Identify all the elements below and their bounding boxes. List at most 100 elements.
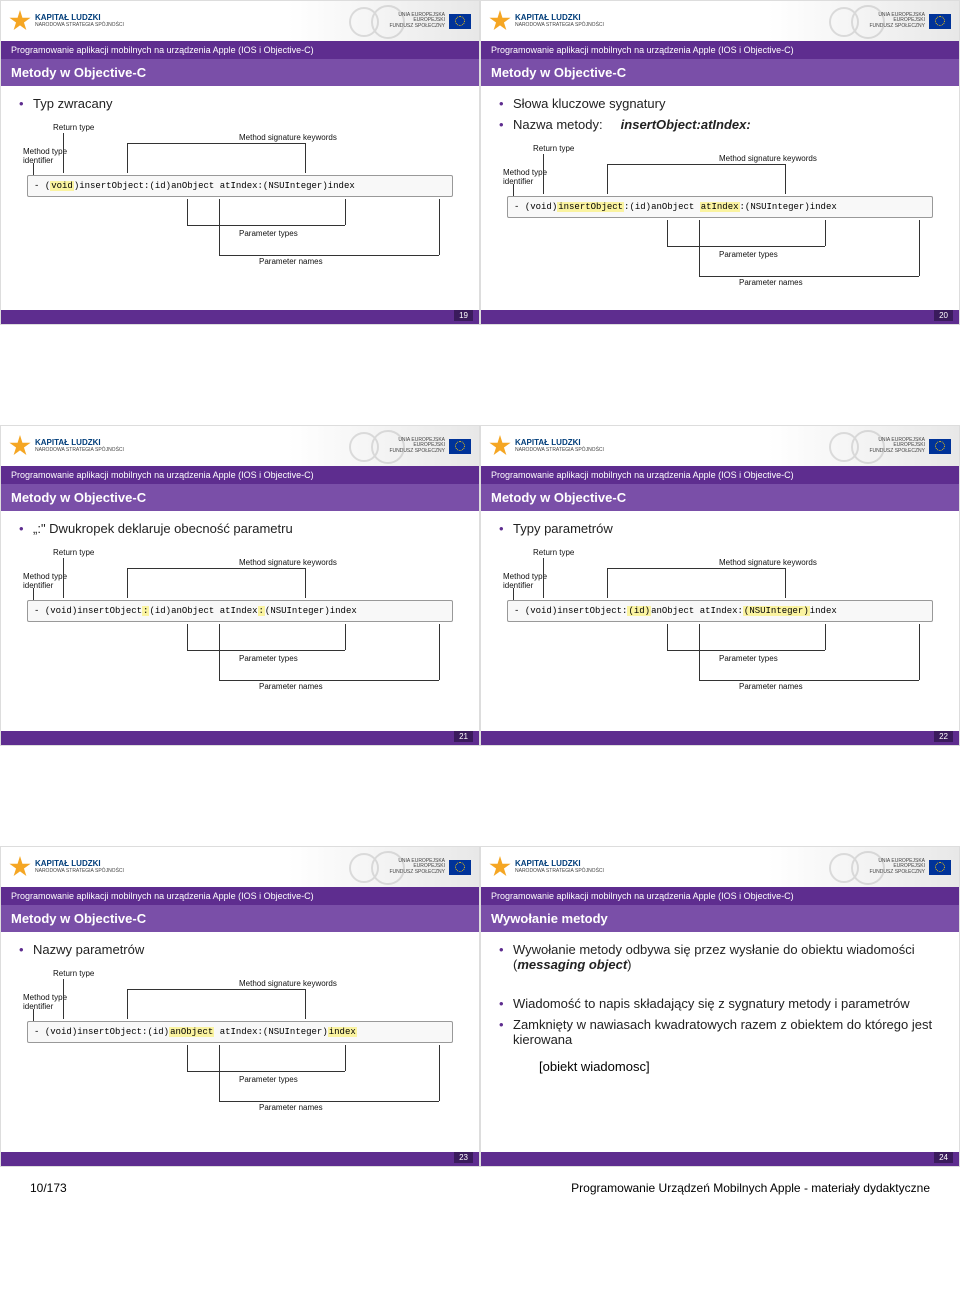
- course-bar: Programowanie aplikacji mobilnych na urz…: [481, 466, 959, 484]
- tok: anObject: [171, 606, 214, 616]
- label-parameter-names: Parameter names: [739, 682, 803, 691]
- connector-line: [345, 1045, 346, 1071]
- eu-flag-icon: [929, 14, 951, 29]
- connector-line: [127, 143, 128, 173]
- course-bar: Programowanie aplikacji mobilnych na urz…: [1, 41, 479, 59]
- slides-grid: KAPITAŁ LUDZKI NARODOWA STRATEGIA SPÓJNO…: [0, 0, 960, 1167]
- connector-line: [439, 199, 440, 255]
- tok: NSUInteger: [749, 606, 803, 616]
- tok: id: [155, 606, 166, 616]
- label-return-type: Return type: [53, 548, 94, 557]
- slide-body: Typy parametrów Return type Method type …: [481, 511, 959, 731]
- connector-line: [607, 164, 785, 165]
- eu-flag-icon: [449, 439, 471, 454]
- course-bar: Programowanie aplikacji mobilnych na urz…: [1, 466, 479, 484]
- connector-line: [187, 624, 188, 650]
- connector-line: [825, 220, 826, 246]
- tok: index: [330, 606, 357, 616]
- tok-minus: -: [34, 181, 45, 191]
- label-return-type: Return type: [533, 144, 574, 153]
- connector-line: [919, 624, 920, 680]
- tok-pt2: NSUInteger: [268, 181, 322, 191]
- method-diagram: Return type Method type identifier Metho…: [499, 140, 941, 300]
- method-diagram: Return type Method type identifier Metho…: [19, 544, 461, 704]
- section-title: Metody w Objective-C: [481, 484, 959, 511]
- tok: -: [34, 1027, 45, 1037]
- logo-kapital-ludzki: KAPITAŁ LUDZKI NARODOWA STRATEGIA SPÓJNO…: [489, 856, 604, 878]
- tok: NSUInteger: [750, 202, 804, 212]
- slide-number: 22: [934, 731, 953, 742]
- slide-header: KAPITAŁ LUDZKI NARODOWA STRATEGIA SPÓJNO…: [481, 426, 959, 466]
- tok: [694, 202, 699, 212]
- connector-line: [345, 199, 346, 225]
- bullet-message-signature: Wiadomość to napis składający się z sygn…: [499, 996, 941, 1011]
- slide-footer: 23: [1, 1152, 479, 1166]
- bullet-param-names: Nazwy parametrów: [19, 942, 461, 957]
- tok-pt1-hl: (id): [627, 606, 651, 616]
- tok-pn2: index: [328, 181, 355, 191]
- slide-footer: 19: [1, 310, 479, 324]
- tok-kw2: atIndex: [220, 181, 258, 191]
- connector-line: [187, 199, 188, 225]
- connector-line: [785, 164, 786, 194]
- slide-20: KAPITAŁ LUDZKI NARODOWA STRATEGIA SPÓJNO…: [480, 0, 960, 325]
- connector-line: [63, 979, 64, 1019]
- slide-number: 24: [934, 1152, 953, 1163]
- method-signature-box: - (void)insertObject:(id)anObject atInde…: [27, 600, 453, 622]
- tok: index: [810, 606, 837, 616]
- slide-header: KAPITAŁ LUDZKI NARODOWA STRATEGIA SPÓJNO…: [1, 847, 479, 887]
- bullet-messaging: Wywołanie metody odbywa się przez wysłan…: [499, 942, 941, 972]
- tok: id: [635, 202, 646, 212]
- label-method-signature-keywords: Method signature keywords: [239, 558, 337, 567]
- tok: ): [803, 606, 808, 616]
- connector-line: [699, 276, 919, 277]
- method-diagram: Return type Method type identifier Metho…: [499, 544, 941, 704]
- tok: void: [530, 606, 552, 616]
- connector-line: [219, 680, 439, 681]
- connector-line: [513, 588, 514, 600]
- label-return-type: Return type: [53, 969, 94, 978]
- slide-body: „:" Dwukropek deklaruje obecność paramet…: [1, 511, 479, 731]
- tok-kw1: insertObject: [79, 181, 144, 191]
- slide-header: KAPITAŁ LUDZKI NARODOWA STRATEGIA SPÓJNO…: [481, 847, 959, 887]
- label-method-type-identifier: Method type identifier: [23, 572, 73, 590]
- tok: void: [50, 1027, 72, 1037]
- star-icon: [9, 856, 31, 878]
- page: KAPITAŁ LUDZKI NARODOWA STRATEGIA SPÓJNO…: [0, 0, 960, 1205]
- connector-line: [63, 558, 64, 598]
- star-icon: [9, 435, 31, 457]
- tok: id: [153, 1027, 164, 1037]
- connector-line: [667, 650, 825, 651]
- tok: insertObject: [77, 1027, 142, 1037]
- tok: index: [810, 202, 837, 212]
- tok: insertObject: [77, 606, 142, 616]
- label-parameter-names: Parameter names: [739, 278, 803, 287]
- logo-title: KAPITAŁ LUDZKI: [35, 439, 124, 447]
- row-gap: [480, 325, 960, 425]
- slide-header: KAPITAŁ LUDZKI NARODOWA STRATEGIA SPÓJNO…: [481, 1, 959, 41]
- tok: ): [645, 606, 650, 616]
- tok: -: [34, 606, 45, 616]
- footer-title: Programowanie Urządzeń Mobilnych Apple -…: [571, 1181, 930, 1195]
- eu-flag-icon: [929, 860, 951, 875]
- method-name-label: Nazwa metody:: [513, 117, 603, 132]
- section-title: Metody w Objective-C: [1, 905, 479, 932]
- tok: anObject: [651, 606, 694, 616]
- method-signature-box: - (void)insertObject:(id)anObject atInde…: [507, 196, 933, 218]
- connector-line: [699, 220, 700, 276]
- slide-21: KAPITAŁ LUDZKI NARODOWA STRATEGIA SPÓJNO…: [0, 425, 480, 746]
- tok-pn1: anObject: [171, 181, 214, 191]
- star-icon: [489, 10, 511, 32]
- course-bar: Programowanie aplikacji mobilnych na urz…: [1, 887, 479, 905]
- tok-void-hl: void: [50, 181, 74, 191]
- connector-line: [667, 220, 668, 246]
- logo-title: KAPITAŁ LUDZKI: [515, 14, 604, 22]
- connector-line: [187, 1071, 345, 1072]
- slide-number: 19: [454, 310, 473, 321]
- circles-decoration-icon: [349, 428, 409, 464]
- connector-line: [33, 163, 34, 175]
- label-method-signature-keywords: Method signature keywords: [719, 154, 817, 163]
- row-gap: [480, 746, 960, 846]
- slide-footer: 24: [481, 1152, 959, 1166]
- connector-line: [187, 1045, 188, 1071]
